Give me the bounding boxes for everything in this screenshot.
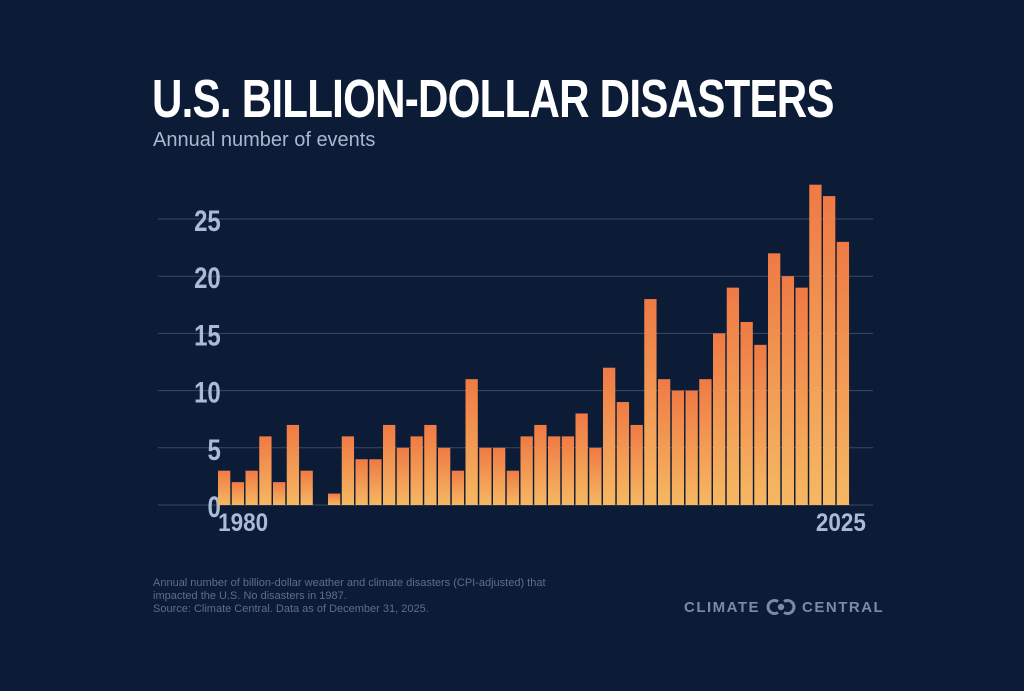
bar-2016 bbox=[713, 333, 726, 505]
bar-2020 bbox=[768, 253, 781, 505]
chart-title: U.S. BILLION-DOLLAR DISASTERS bbox=[152, 69, 834, 129]
bar-2025 bbox=[836, 241, 850, 505]
bar-1985 bbox=[286, 424, 300, 505]
bar-2004 bbox=[548, 436, 561, 505]
bar-2010 bbox=[630, 424, 643, 505]
footnote-line: Source: Climate Central. Data as of Dece… bbox=[153, 603, 429, 615]
y-axis: 0 5 10 15 20 25 bbox=[194, 203, 221, 523]
y-tick-label: 20 bbox=[194, 261, 221, 295]
bar-1993 bbox=[396, 447, 410, 505]
x-tick-label: 2025 bbox=[816, 509, 866, 537]
bar-1990 bbox=[355, 459, 368, 505]
bar-1989 bbox=[341, 436, 355, 505]
bar-1988 bbox=[328, 493, 341, 505]
bar-2001 bbox=[506, 470, 520, 505]
linked-circles-icon bbox=[766, 599, 796, 615]
bar-2022 bbox=[795, 287, 808, 505]
y-tick-label: 10 bbox=[194, 375, 221, 409]
bar-2009 bbox=[616, 402, 630, 505]
climate-central-logo: CLIMATE CENTRAL bbox=[684, 598, 884, 616]
bar-1980 bbox=[218, 470, 231, 505]
bar-2006 bbox=[575, 413, 588, 505]
chart-subtitle: Annual number of events bbox=[153, 129, 376, 151]
bar-2015 bbox=[699, 379, 712, 505]
bar-1992 bbox=[383, 424, 396, 505]
bar-2005 bbox=[561, 436, 575, 505]
x-tick-label: 1980 bbox=[218, 509, 268, 537]
y-tick-label: 25 bbox=[194, 203, 221, 237]
bar-2002 bbox=[520, 436, 533, 505]
footnote-line: Annual number of billion-dollar weather … bbox=[153, 577, 546, 589]
footnote: Annual number of billion-dollar weather … bbox=[153, 577, 546, 616]
bars bbox=[218, 184, 850, 505]
bar-1991 bbox=[369, 459, 382, 505]
bar-1998 bbox=[465, 379, 478, 505]
bar-1983 bbox=[259, 436, 272, 505]
bar-2023 bbox=[809, 184, 822, 505]
bar-2019 bbox=[754, 344, 767, 505]
bar-2013 bbox=[671, 390, 685, 505]
bar-2012 bbox=[658, 379, 671, 505]
x-axis: 1980 2025 bbox=[218, 509, 866, 537]
bar-1994 bbox=[410, 436, 423, 505]
logo-text-left: CLIMATE bbox=[684, 598, 761, 616]
y-tick-label: 5 bbox=[207, 432, 220, 466]
bar-2018 bbox=[740, 321, 753, 505]
bar-1984 bbox=[273, 482, 286, 505]
bar-1996 bbox=[438, 447, 451, 505]
bar-2007 bbox=[589, 447, 602, 505]
bar-1986 bbox=[300, 470, 313, 505]
bar-1997 bbox=[451, 470, 465, 505]
footnote-line: impacted the U.S. No disasters in 1987. bbox=[153, 590, 347, 602]
bar-2014 bbox=[685, 390, 698, 505]
bar-2011 bbox=[644, 299, 657, 505]
logo-text-right: CENTRAL bbox=[802, 598, 885, 616]
bar-2000 bbox=[493, 447, 506, 505]
bar-2021 bbox=[781, 276, 795, 505]
bar-1995 bbox=[424, 424, 437, 505]
bar-2003 bbox=[534, 424, 547, 505]
y-tick-label: 0 bbox=[207, 489, 220, 523]
bar-1981 bbox=[231, 482, 245, 505]
bar-1999 bbox=[479, 447, 492, 505]
bar-1982 bbox=[245, 470, 258, 505]
bar-2024 bbox=[823, 196, 836, 505]
bar-2017 bbox=[726, 287, 740, 505]
y-tick-label: 15 bbox=[194, 318, 221, 352]
bar-2008 bbox=[603, 367, 616, 505]
